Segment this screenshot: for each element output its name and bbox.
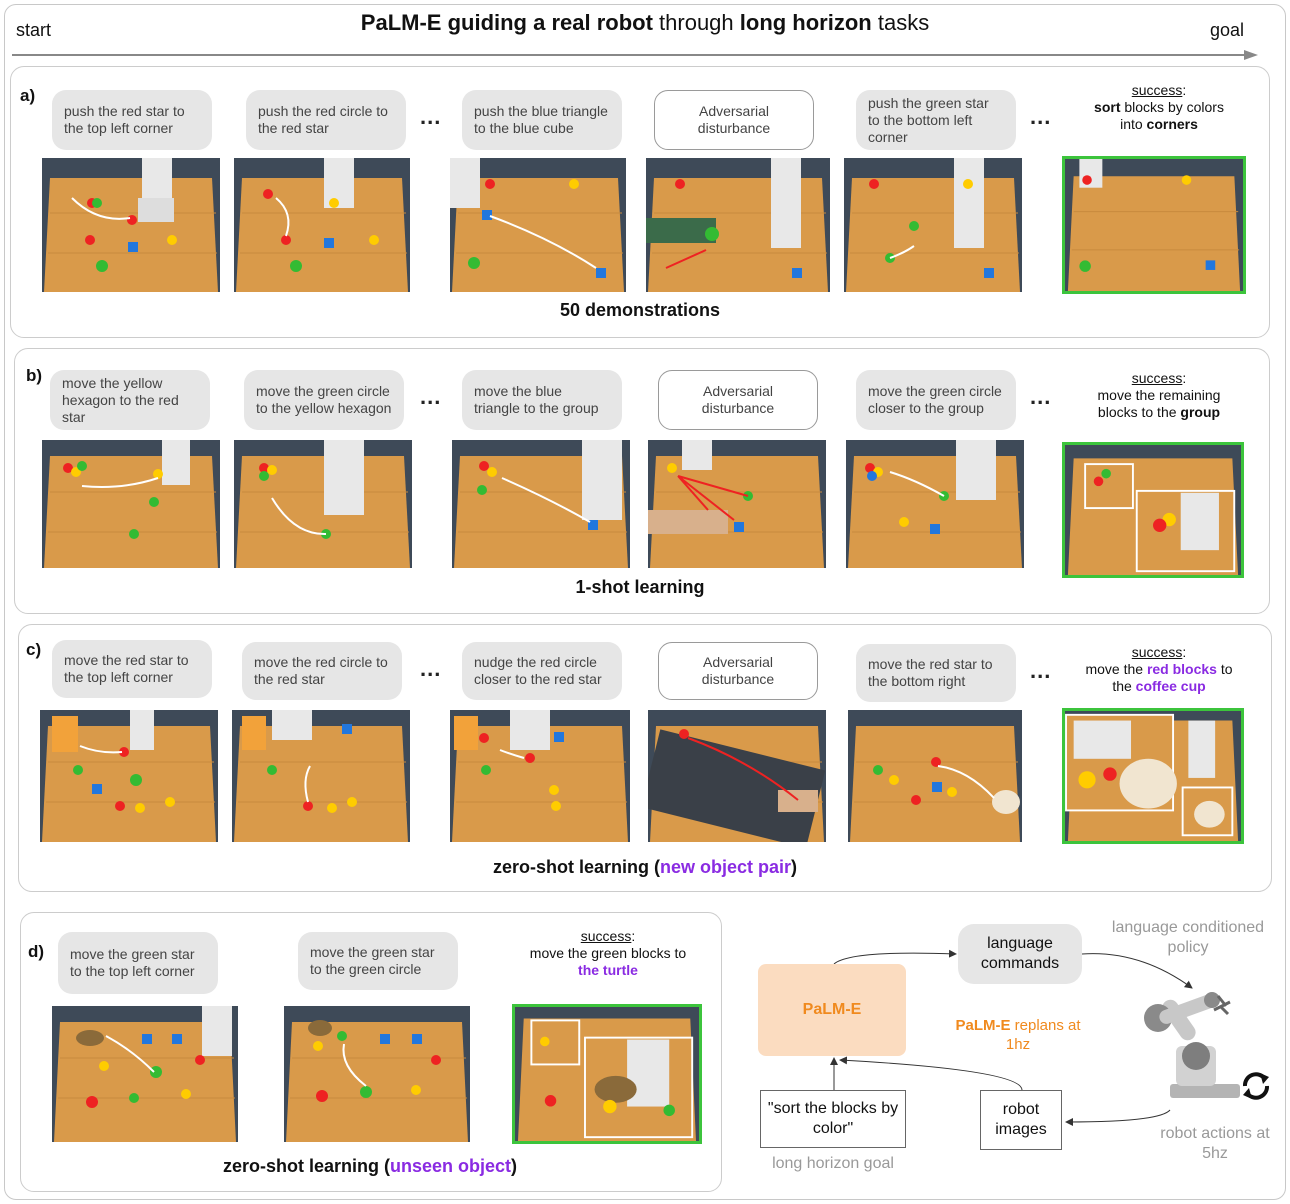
adversarial-bubble: Adversarial disturbance <box>658 642 818 700</box>
robot-frame-image <box>284 1006 470 1142</box>
instruction-bubble: move the green circle to the yellow hexa… <box>244 370 404 430</box>
robot-frame-image <box>42 440 220 568</box>
robot-frame-image <box>42 158 220 292</box>
adversarial-bubble: Adversarial disturbance <box>654 90 814 150</box>
panel-label-c: c) <box>26 640 42 659</box>
success-image <box>1062 442 1244 578</box>
panel-b <box>14 348 1270 614</box>
palm-e-box: PaLM-E <box>758 964 906 1056</box>
robot-frame-image <box>450 710 630 842</box>
robot-frame-image <box>848 710 1022 842</box>
robot-frame-image <box>40 710 218 842</box>
instruction-bubble: move the red star to the bottom right <box>856 644 1016 702</box>
robot-frame-image <box>646 158 830 292</box>
ellipsis: ... <box>420 656 442 681</box>
robot-frame-image <box>52 1006 238 1142</box>
replans-label: PaLM-E replans at 1hz <box>955 1017 1081 1053</box>
robot-arm-icon <box>1144 992 1240 1098</box>
success-text-b: success: move the remaining blocks to th… <box>1097 370 1221 420</box>
refresh-icon <box>1243 1072 1269 1100</box>
caption-c: zero-shot learning (new object pair) <box>492 857 798 877</box>
caption-d: zero-shot learning (unseen object) <box>222 1156 518 1176</box>
panel-label-b: b) <box>26 366 43 385</box>
instruction-bubble: nudge the red circle closer to the red s… <box>462 642 622 700</box>
robot-actions-label: robot actions at 5hz <box>1160 1125 1270 1162</box>
instruction-bubble: push the red star to the top left corner <box>52 90 212 150</box>
success-image <box>512 1004 702 1144</box>
instruction-bubble: move the red circle to the red star <box>242 642 402 700</box>
success-image <box>1062 708 1244 844</box>
robot-frame-image <box>844 158 1022 292</box>
system-diagram-arrows <box>830 949 1193 1126</box>
ellipsis: ... <box>420 384 442 409</box>
long-horizon-goal-label: long horizon goal <box>772 1155 894 1172</box>
robot-frame-image <box>846 440 1024 568</box>
instruction-bubble: move the red star to the top left corner <box>52 640 212 698</box>
robot-frame-image <box>450 158 626 292</box>
success-text-d: success: move the green blocks to the tu… <box>529 928 687 978</box>
robot-frame-image <box>648 710 826 842</box>
robot-frame-image <box>234 440 412 568</box>
goal-label: goal <box>1210 20 1245 40</box>
robot-frame-image <box>232 710 410 842</box>
instruction-bubble: push the blue triangle to the blue cube <box>462 90 622 150</box>
success-image <box>1062 156 1246 294</box>
long-horizon-goal-box: "sort the blocks by color" <box>760 1090 906 1148</box>
ellipsis: ... <box>1030 384 1052 409</box>
panel-label-a: a) <box>20 86 36 105</box>
caption-a: 50 demonstrations <box>559 300 721 320</box>
adversarial-bubble: Adversarial disturbance <box>658 370 818 430</box>
robot-frame-image <box>452 440 630 568</box>
ellipsis: ... <box>1030 104 1052 129</box>
instruction-bubble: move the green star to the top left corn… <box>58 932 218 994</box>
figure-title: PaLM-E guiding a real robot through long… <box>360 10 930 35</box>
panel-a <box>10 66 1270 338</box>
start-label: start <box>16 20 52 40</box>
instruction-bubble: move the blue triangle to the group <box>462 370 622 430</box>
robot-images-box: robot images <box>980 1090 1062 1150</box>
figure-frame <box>4 4 1286 1200</box>
instruction-bubble: push the green star to the bottom left c… <box>856 90 1016 150</box>
robot-frame-image <box>234 158 410 292</box>
instruction-bubble: move the green star to the green circle <box>298 932 458 990</box>
panel-label-d: d) <box>28 942 45 961</box>
ellipsis: ... <box>420 104 442 129</box>
robot-frame-image <box>648 440 826 568</box>
timeline-arrow <box>12 50 1258 60</box>
caption-b: 1-shot learning <box>575 577 705 597</box>
success-text-a: success: sort blocks by colors into corn… <box>1094 82 1224 132</box>
policy-label: language conditioned policy <box>1111 919 1265 956</box>
language-commands-box: language commands <box>958 924 1082 984</box>
instruction-bubble: move the yellow hexagon to the red star <box>50 370 210 430</box>
instruction-bubble: move the green circle closer to the grou… <box>856 370 1016 430</box>
ellipsis: ... <box>1030 658 1052 683</box>
instruction-bubble: push the red circle to the red star <box>246 90 406 150</box>
success-text-c: success: move the red blocks to the coff… <box>1085 644 1233 694</box>
